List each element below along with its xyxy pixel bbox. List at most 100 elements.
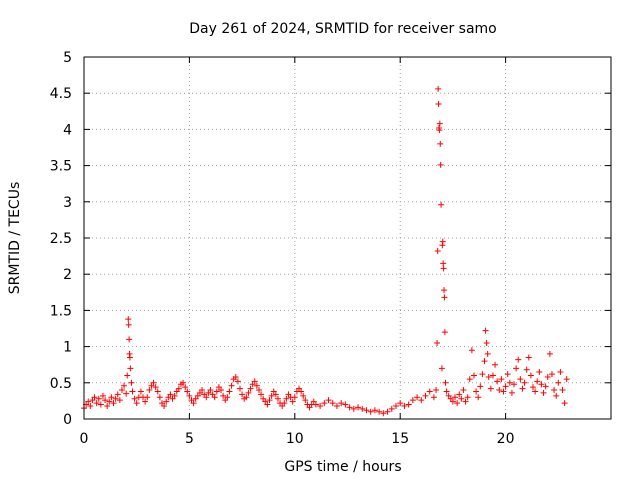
data-point [291,394,298,401]
data-point [133,400,140,407]
data-point [266,397,273,404]
data-point [388,405,395,412]
data-point [154,388,161,395]
data-point [226,388,233,395]
data-point [114,391,121,398]
data-point [548,371,555,378]
data-point [289,398,296,405]
data-point [112,395,119,402]
data-point [473,388,480,395]
data-point [442,379,449,386]
data-point [127,365,134,372]
data-point [380,410,387,417]
data-point [367,408,374,415]
data-point [464,394,471,401]
y-tick-label: 2 [63,267,72,283]
data-point [243,394,250,401]
data-points [81,85,570,417]
data-point [87,402,94,409]
data-point [253,382,260,389]
data-point [418,397,425,404]
data-point [477,383,484,390]
data-point [264,401,271,408]
y-tick-label: 0 [63,412,72,428]
data-point [494,378,501,385]
data-point [161,402,168,409]
data-point [441,329,448,336]
data-point [274,395,281,402]
data-point [321,400,328,407]
data-point [234,378,241,385]
data-point [163,398,170,405]
data-point [258,391,265,398]
data-point [91,394,98,401]
data-point [239,391,246,398]
y-tick-label: 3 [63,195,72,211]
data-point [182,384,189,391]
data-point [561,400,568,407]
data-point [124,372,131,379]
data-point [283,395,290,402]
y-tick-label: 4.5 [50,86,72,102]
data-point [511,381,518,388]
data-point [559,387,566,394]
data-point [479,371,486,378]
y-tick-label: 5 [63,50,72,66]
data-point [468,347,475,354]
data-point [492,361,499,368]
data-point [156,394,163,401]
data-point [456,391,463,398]
data-point [213,388,220,395]
data-point [470,372,477,379]
data-point [350,405,357,412]
x-tick-labels: 0 5 10 15 20 [80,431,515,447]
data-point [123,390,130,397]
data-point [199,387,206,394]
data-point [513,365,520,372]
data-point [329,400,336,407]
data-point [405,401,412,408]
data-point [255,387,262,394]
data-point [203,394,210,401]
data-point [483,339,490,346]
data-point [496,387,503,394]
data-point [475,394,482,401]
y-tick-label: 4 [63,122,72,138]
grid-lines [84,57,611,419]
data-point [515,356,522,363]
y-tick-label: 2.5 [50,231,72,247]
data-point [363,407,370,414]
data-point [485,374,492,381]
x-tick-label: 10 [286,431,304,447]
y-tick-label: 1 [63,340,72,356]
data-point [272,391,279,398]
data-point [466,376,473,383]
x-tick-label: 5 [185,431,194,447]
data-point [220,392,227,399]
data-point [298,388,305,395]
data-point [439,238,446,245]
data-point [563,376,570,383]
data-point [540,389,547,396]
data-point [437,140,444,147]
data-point [118,387,125,394]
data-point [342,401,349,408]
data-point [325,397,332,404]
data-point [436,127,443,134]
data-point [359,405,366,412]
data-point [281,400,288,407]
data-point [232,374,239,381]
data-point [434,339,441,346]
data-point [302,397,309,404]
data-point [85,398,92,405]
data-point [245,389,252,396]
data-point [438,365,445,372]
data-point [144,394,151,401]
data-point [484,350,491,357]
data-point [523,366,530,373]
data-point [355,404,362,411]
data-point [530,384,537,391]
data-point [128,379,135,386]
data-point [397,400,404,407]
data-point [452,394,459,401]
